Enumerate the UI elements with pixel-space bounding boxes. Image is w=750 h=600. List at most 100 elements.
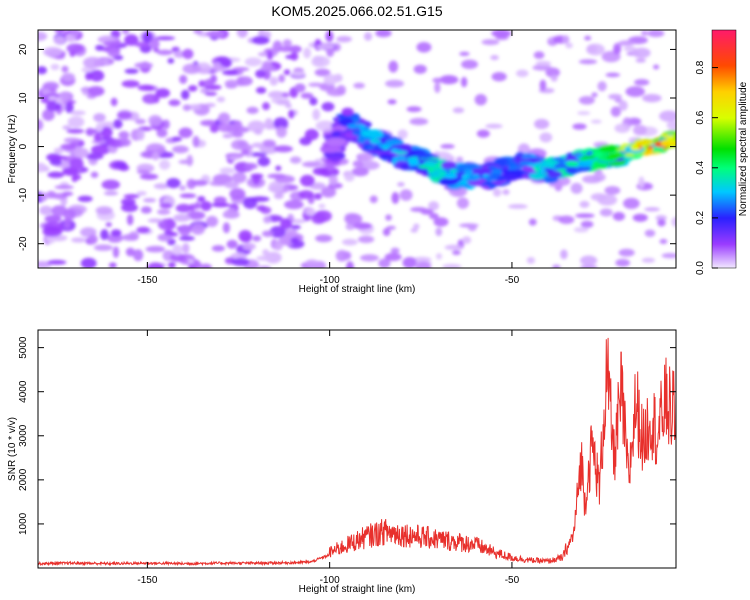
spectrogram-cell — [262, 139, 276, 148]
spectrogram-cell — [273, 145, 293, 153]
spectrogram-cell — [189, 203, 196, 212]
spectrogram-cell — [623, 46, 637, 52]
spectrogram-y-tick-label: 10 — [18, 92, 29, 104]
spectrogram-cell — [578, 96, 595, 105]
spectrogram-cell — [121, 203, 138, 213]
spectrogram-cell — [222, 222, 231, 234]
spectrogram-cell — [281, 92, 290, 98]
spectrogram-cell — [236, 76, 253, 86]
spectrogram-cell — [229, 188, 246, 200]
spectrogram-cell — [186, 154, 194, 167]
spectrogram-cell — [309, 97, 318, 106]
spectrogram-cell — [318, 203, 326, 209]
spectrogram-cell — [191, 179, 208, 186]
spectrogram-cell — [49, 88, 57, 93]
spectrogram-cell — [397, 129, 408, 140]
colorbar-ticks: 0.0 0.2 0.4 0.6 0.8 — [695, 60, 718, 275]
spectrogram-cell — [90, 144, 111, 155]
spectrogram-cell — [410, 206, 427, 213]
snr-x-tick-label: -150 — [137, 575, 157, 586]
spectrogram-cell — [659, 238, 668, 245]
spectrogram-cell — [61, 72, 76, 82]
spectrogram-cell — [135, 118, 146, 125]
spectrogram-cell — [457, 163, 479, 170]
spectrogram-cell — [53, 147, 64, 155]
spectrogram-cell — [300, 92, 314, 99]
spectrogram-cell — [256, 255, 275, 261]
spectrogram-cell — [61, 191, 74, 196]
spectrogram-cell — [39, 205, 53, 216]
spectrogram-cell — [200, 200, 212, 212]
spectrogram-cell — [67, 116, 85, 128]
spectrogram-cell — [299, 174, 315, 187]
spectrogram-cell — [467, 223, 477, 232]
spectrogram-cell — [591, 92, 598, 98]
spectrogram-x-label: Height of straight line (km) — [299, 284, 416, 295]
spectrogram-cell — [428, 201, 440, 211]
spectrogram-cell — [612, 211, 625, 221]
spectrogram-peak — [430, 165, 443, 171]
spectrogram-cell — [241, 144, 254, 150]
spectrogram-cell — [227, 155, 242, 160]
spectrogram-cell — [580, 220, 594, 228]
spectrogram-cell — [110, 229, 122, 237]
spectrogram-cell — [38, 31, 48, 42]
spectrogram-cell — [112, 246, 120, 258]
spectrogram-cell — [359, 160, 380, 170]
spectrogram-cell — [266, 50, 274, 61]
spectrogram-cell — [53, 35, 66, 45]
spectrogram-cells — [38, 30, 676, 268]
spectrogram-peak — [346, 123, 361, 129]
spectrogram-cell — [60, 143, 77, 151]
spectrogram-cell — [413, 152, 435, 159]
spectrogram-cell — [200, 119, 218, 127]
spectrogram-cell — [409, 117, 429, 126]
spectrogram-cell — [121, 80, 140, 88]
spectrogram-cell — [93, 133, 102, 142]
spectrogram-cell — [251, 36, 270, 45]
spectrogram-peak — [423, 160, 437, 167]
spectrogram-cell — [189, 103, 202, 111]
spectrogram-cell — [61, 91, 70, 103]
spectrogram-cell — [204, 91, 218, 96]
spectrogram-cell — [42, 226, 63, 237]
spectrogram-peak — [661, 140, 670, 145]
spectrogram-cell — [492, 188, 502, 197]
spectrogram-cell — [363, 32, 373, 41]
spectrogram-cell — [211, 65, 226, 72]
spectrogram-cell — [93, 113, 106, 123]
spectrogram-cell — [166, 178, 181, 189]
spectrogram-cell — [81, 86, 90, 96]
spectrogram-cell — [341, 107, 354, 116]
spectrogram-cell — [406, 106, 422, 113]
spectrogram-cell — [194, 201, 201, 210]
spectrogram-cell — [83, 56, 103, 69]
spectrogram-cell — [464, 168, 474, 177]
spectrogram-cell — [434, 82, 441, 94]
spectrogram-cell — [385, 79, 405, 88]
spectrogram-cell — [133, 249, 144, 262]
spectrogram-cell — [231, 258, 250, 267]
spectrogram-cell — [255, 69, 266, 79]
spectrogram-cell — [100, 229, 109, 241]
spectrogram-cell — [452, 250, 461, 256]
spectrogram-cell — [351, 167, 369, 177]
spectrogram-x-tick-label: -50 — [505, 275, 520, 286]
spectrogram-cell — [219, 167, 235, 174]
spectrogram-cell — [661, 253, 676, 259]
spectrogram-cell — [124, 68, 139, 74]
spectrogram-cell — [399, 189, 413, 201]
spectrogram-cell — [440, 144, 455, 149]
spectrogram-peak — [352, 130, 364, 136]
spectrogram-cell — [545, 67, 560, 78]
spectrogram-cell — [516, 69, 529, 78]
snr-panel: -150 -100 -50 1000 2000 3000 4000 5000 Height o… — [7, 329, 677, 595]
spectrogram-cell — [63, 137, 81, 143]
spectrogram-cell — [644, 229, 656, 238]
spectrogram-cell — [172, 244, 183, 256]
spectrogram-cell — [257, 156, 271, 167]
colorbar-gradient — [711, 29, 737, 269]
spectrogram-cell — [47, 171, 65, 179]
spectrogram-cell — [252, 235, 262, 242]
